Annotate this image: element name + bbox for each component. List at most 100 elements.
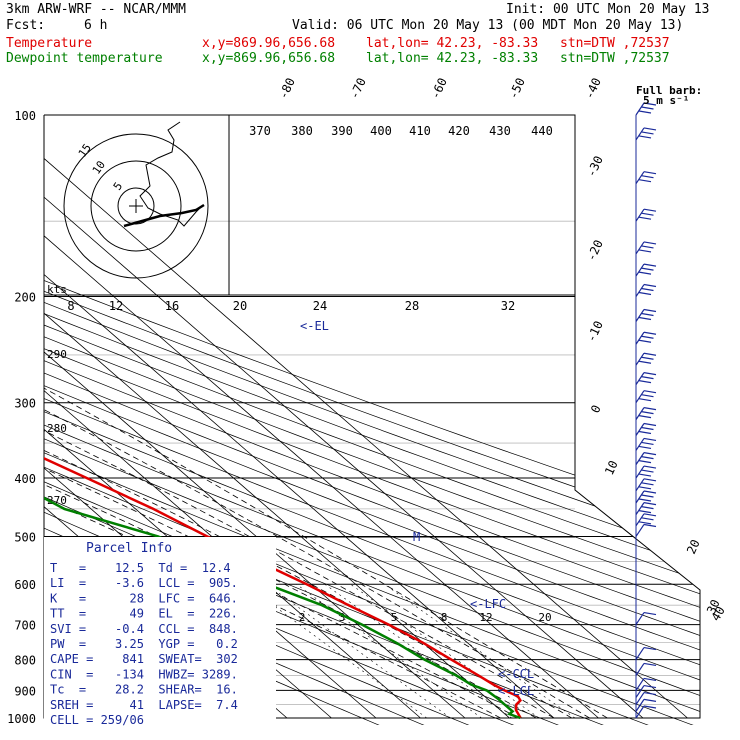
wind-barb-shaft — [635, 663, 645, 676]
mixing-ratio-line — [244, 583, 427, 719]
pressure-tick-label: 700 — [14, 619, 36, 633]
dry-adiabat-line — [44, 115, 700, 725]
moist-adiabat-line — [44, 296, 572, 719]
wind-barb — [635, 352, 657, 366]
wind-barb — [635, 698, 657, 712]
hodograph-ring — [63, 133, 209, 279]
wind-barb — [635, 646, 657, 660]
theta-label: 290 — [47, 348, 67, 361]
wind-barb-flag — [643, 372, 657, 376]
wind-barb — [635, 437, 657, 451]
pressure-tick-label: 900 — [14, 684, 36, 698]
wind-barb-shaft — [635, 692, 645, 705]
level-annotation: M — [413, 530, 420, 544]
mixing-ratio-label: 2 — [299, 611, 306, 624]
isotherm-label: 0 — [588, 403, 604, 415]
parcel-info-line: T = 12.5 Td = 12.4 — [50, 561, 231, 575]
hodograph-ring — [90, 160, 182, 252]
dry-adiabat-line — [44, 115, 700, 725]
hodograph-axis-label: 20 — [233, 299, 247, 313]
isotherm-label: -30 — [584, 154, 606, 180]
theta-label: 270 — [47, 494, 67, 507]
isotherm-line — [44, 115, 510, 719]
theta-label: 430 — [489, 124, 511, 138]
wind-barb-flag — [641, 245, 654, 249]
wind-barb-shaft — [635, 490, 645, 504]
parcel-info-title: Parcel Info — [86, 541, 172, 556]
wind-barb-flag — [641, 131, 654, 135]
theta-label: 400 — [370, 124, 392, 138]
wind-barb-shaft — [635, 438, 645, 451]
mixing-ratio-label: 5 — [391, 611, 398, 624]
parcel-info-line: Tc = 28.2 SHEAR= 16. — [50, 683, 238, 697]
wind-barb-flag — [641, 175, 654, 179]
hodograph-axis-label: 16 — [165, 299, 179, 313]
wind-barb-shaft — [635, 372, 645, 385]
dry-adiabat-line — [44, 115, 700, 725]
wind-barb — [635, 407, 657, 420]
theta-label: 390 — [331, 124, 353, 138]
wind-barb-shaft — [635, 423, 645, 436]
dry-adiabat-line — [44, 115, 700, 725]
wind-barb-flag — [643, 691, 657, 696]
full-barb-value: 5 m s⁻¹ — [643, 94, 689, 107]
wind-barb — [635, 208, 657, 222]
wind-barb-flag — [641, 441, 654, 446]
parcel-info-line: LI = -3.6 LCL = 905. — [50, 576, 238, 590]
pressure-tick-label: 500 — [14, 530, 36, 544]
wind-barb-shaft — [635, 241, 645, 255]
hodograph-ring-label: 5 — [111, 180, 125, 193]
wind-barb-flag — [643, 241, 657, 245]
wind-barb-flag — [638, 179, 652, 183]
wind-barb-shaft — [635, 171, 645, 185]
dry-adiabat-line — [44, 115, 700, 725]
wind-barb-flag — [638, 460, 652, 464]
isotherm-line — [44, 115, 555, 719]
pressure-tick-label: 300 — [14, 397, 36, 411]
wind-barb-flag — [643, 263, 657, 267]
wind-barb-flag — [643, 452, 657, 456]
wind-barb-flag — [641, 426, 654, 431]
wind-barb-flag — [643, 677, 657, 682]
theta-label: 280 — [47, 422, 67, 435]
wind-barb-flag — [641, 356, 654, 360]
full-barb-label: Full barb: — [636, 84, 702, 97]
wind-barb-flag — [638, 498, 652, 502]
wind-barb-flag — [641, 456, 654, 460]
wind-barb-flag — [641, 287, 654, 292]
wind-barb-flag — [643, 646, 657, 651]
wind-barb-shaft — [635, 127, 645, 141]
wind-barb — [635, 612, 657, 625]
hodograph-axis-label: 32 — [501, 299, 515, 313]
wind-barb-flag — [641, 312, 654, 317]
dewpoint-legend-latlon: lat,lon= 42.23, -83.33 — [366, 51, 539, 66]
wind-barb — [635, 478, 657, 492]
theta-label: 440 — [531, 124, 553, 138]
wind-barb-flag — [641, 267, 654, 271]
wind-barb-flag — [638, 430, 652, 435]
mixing-ratio-line — [350, 583, 540, 719]
wind-barb-shaft — [635, 705, 645, 719]
level-annotation: <-EL — [300, 319, 329, 333]
wind-barb-flag — [641, 212, 654, 216]
dewpoint-legend-station: stn=DTW ,72537 — [560, 51, 670, 66]
wind-barb-flag — [643, 490, 657, 494]
wind-barb-flag — [643, 171, 657, 175]
wind-barb-flag — [638, 380, 652, 384]
isotherm-label: 10 — [602, 458, 621, 477]
wind-barb-flag — [638, 110, 652, 114]
pressure-tick-label: 600 — [14, 578, 36, 592]
hodograph-ring — [117, 187, 155, 225]
wind-barb-flag — [638, 486, 652, 490]
wind-barb — [635, 390, 657, 404]
wind-barb-flag — [643, 331, 657, 335]
wind-barb-flag — [641, 482, 654, 486]
wind-barb-flag — [641, 506, 654, 510]
wind-barb-flag — [643, 208, 657, 212]
isotherm-label: -80 — [276, 76, 298, 102]
wind-barb-flag — [643, 465, 657, 469]
wind-barb-flag — [641, 469, 654, 473]
mixing-ratio-line — [324, 583, 512, 719]
wind-barb-flag — [638, 316, 652, 321]
